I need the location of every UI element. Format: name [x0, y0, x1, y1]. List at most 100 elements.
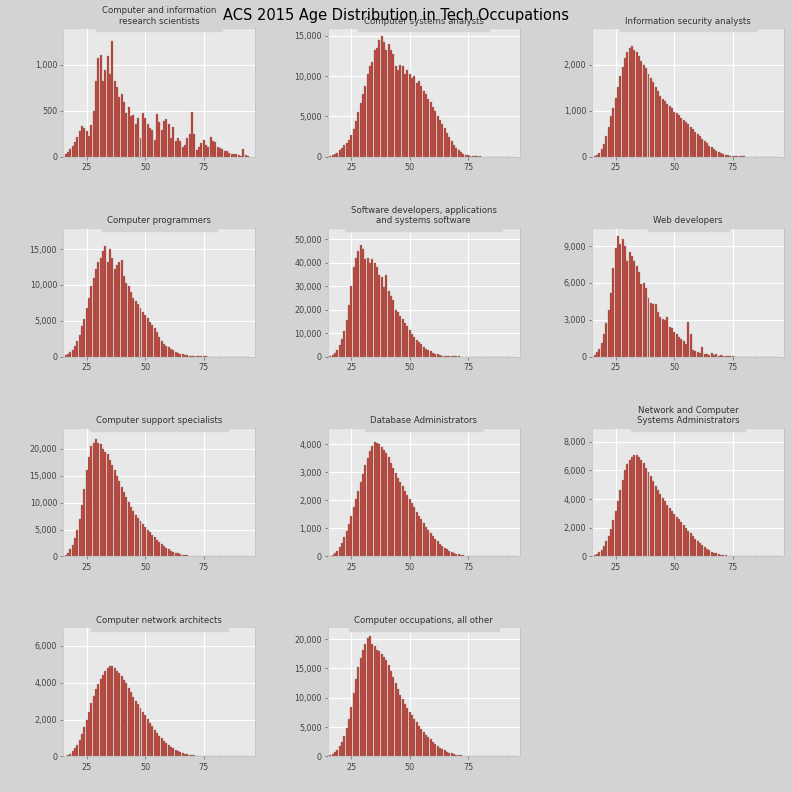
Bar — [383, 287, 385, 356]
Bar — [594, 355, 596, 356]
Bar — [100, 444, 101, 557]
Bar — [699, 136, 701, 157]
Bar — [90, 447, 93, 557]
Bar — [710, 147, 713, 157]
Bar — [607, 128, 610, 157]
Bar — [65, 554, 67, 557]
Bar — [444, 751, 446, 756]
Bar — [177, 751, 179, 756]
Bar — [166, 547, 167, 557]
Bar — [238, 155, 240, 157]
Bar — [121, 260, 123, 356]
Bar — [708, 146, 710, 157]
Bar — [230, 154, 233, 157]
Bar — [158, 122, 160, 157]
Bar — [149, 322, 150, 356]
Bar — [402, 486, 404, 557]
Bar — [458, 150, 460, 157]
Bar — [715, 354, 718, 356]
Bar — [631, 457, 633, 557]
Bar — [81, 326, 83, 356]
Bar — [413, 719, 415, 756]
Bar — [453, 754, 455, 756]
Bar — [119, 482, 120, 557]
Bar — [156, 114, 158, 157]
Bar — [348, 719, 350, 756]
Bar — [645, 68, 647, 157]
Bar — [612, 268, 615, 356]
Bar — [181, 354, 184, 356]
Bar — [198, 147, 200, 157]
Bar — [125, 113, 128, 157]
Bar — [432, 352, 434, 356]
Bar — [668, 327, 671, 356]
Bar — [676, 113, 677, 157]
Bar — [125, 284, 128, 356]
Bar — [381, 653, 383, 756]
Bar — [664, 101, 666, 157]
Bar — [65, 154, 67, 157]
Bar — [394, 310, 397, 356]
Bar — [601, 150, 603, 157]
Bar — [418, 726, 420, 756]
Title: Computer support specialists: Computer support specialists — [96, 417, 223, 425]
Bar — [334, 154, 336, 157]
Bar — [703, 354, 706, 356]
Bar — [701, 139, 703, 157]
Bar — [634, 261, 635, 356]
Bar — [341, 741, 343, 756]
Bar — [416, 340, 417, 356]
Bar — [223, 151, 226, 157]
Bar — [383, 42, 385, 157]
Title: Information security analysts: Information security analysts — [626, 17, 751, 25]
Bar — [699, 353, 701, 356]
Bar — [156, 733, 158, 756]
Bar — [170, 747, 172, 756]
Bar — [371, 446, 373, 557]
Bar — [142, 312, 144, 356]
Bar — [123, 276, 125, 356]
Bar — [357, 667, 360, 756]
Bar — [390, 295, 392, 356]
Title: Network and Computer
Systems Administrators: Network and Computer Systems Administrat… — [637, 406, 740, 425]
Bar — [678, 520, 680, 557]
Bar — [332, 355, 333, 356]
Bar — [144, 315, 147, 356]
Bar — [692, 350, 694, 356]
Bar — [332, 754, 333, 756]
Bar — [362, 93, 364, 157]
Bar — [135, 301, 137, 356]
Bar — [423, 347, 425, 356]
Bar — [594, 555, 596, 557]
Bar — [411, 715, 413, 756]
Bar — [109, 249, 111, 356]
Bar — [350, 135, 352, 157]
Bar — [186, 754, 188, 756]
Bar — [448, 136, 451, 157]
Bar — [376, 443, 378, 557]
Bar — [130, 692, 132, 756]
Bar — [191, 112, 193, 157]
Bar — [168, 745, 169, 756]
Bar — [332, 555, 333, 557]
Bar — [338, 746, 341, 756]
Bar — [397, 312, 399, 356]
Bar — [599, 553, 600, 557]
Bar — [364, 86, 366, 157]
Bar — [163, 120, 165, 157]
Bar — [392, 54, 394, 157]
Bar — [341, 148, 343, 157]
Bar — [615, 249, 617, 356]
Bar — [364, 259, 366, 356]
Bar — [435, 539, 436, 557]
Bar — [636, 265, 638, 356]
Bar — [399, 315, 402, 356]
Bar — [139, 708, 142, 756]
Bar — [184, 754, 186, 756]
Bar — [369, 636, 371, 756]
Bar — [399, 65, 402, 157]
Bar — [170, 550, 172, 557]
Bar — [348, 524, 350, 557]
Bar — [467, 155, 469, 157]
Bar — [123, 492, 125, 557]
